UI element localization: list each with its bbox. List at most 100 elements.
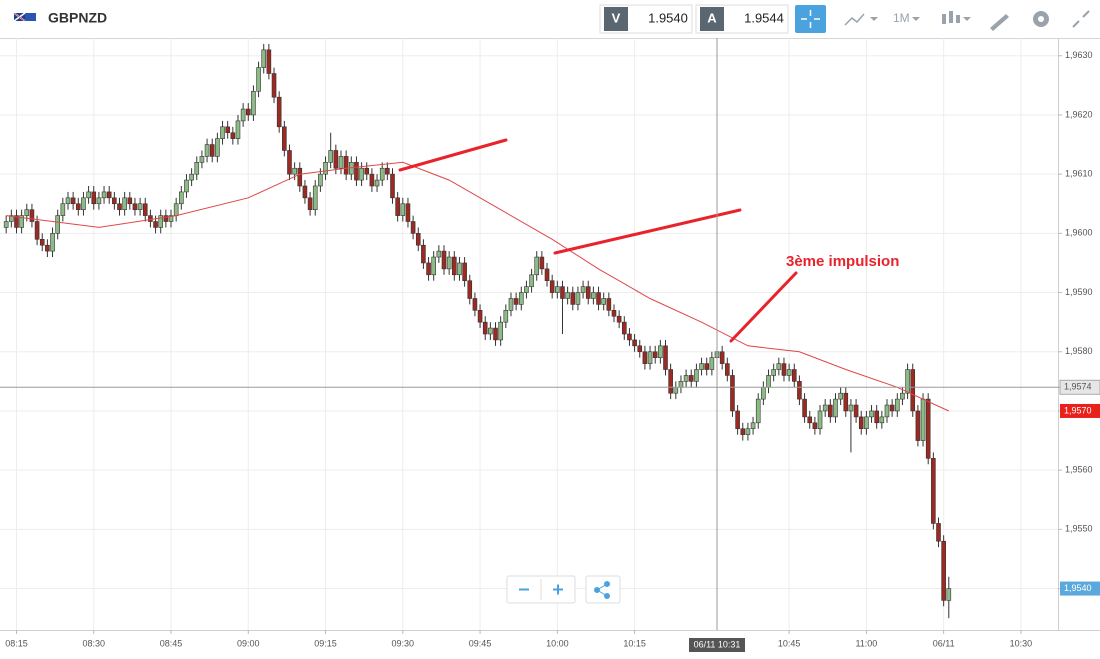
- candle-body: [910, 369, 916, 412]
- candle-body: [560, 286, 565, 299]
- candle-body: [312, 185, 318, 210]
- candle-body: [24, 209, 30, 216]
- candle-body: [271, 73, 277, 98]
- share-icon: [594, 581, 610, 599]
- candle-body: [931, 458, 936, 524]
- candle-body: [941, 540, 946, 601]
- candle-body: [390, 173, 395, 199]
- candle-body: [745, 428, 751, 435]
- x-tick-label: 09:45: [469, 638, 492, 648]
- toolbar-bg: [0, 0, 1100, 38]
- candle-body: [343, 156, 349, 175]
- y-tick-label: 1,9560: [1065, 465, 1093, 475]
- candle-body: [137, 203, 143, 210]
- candle-body: [472, 298, 478, 311]
- crosshair-price: 1,9574: [1064, 382, 1092, 392]
- candle-body: [740, 428, 746, 435]
- y-tick-label: 1,9630: [1065, 50, 1093, 60]
- candle-body: [50, 233, 55, 252]
- candle-body: [606, 298, 612, 311]
- candle-body: [235, 120, 241, 139]
- x-tick-label: 09:15: [314, 638, 337, 648]
- candle-body: [75, 203, 81, 210]
- candle-body: [426, 262, 431, 276]
- x-tick-label: 11:00: [855, 638, 877, 648]
- x-tick-label: 10:30: [1010, 638, 1033, 648]
- sell-price: 1.9540: [648, 10, 688, 25]
- candle-body: [853, 404, 859, 418]
- x-tick-label: 08:15: [5, 638, 28, 648]
- candle-body: [70, 197, 76, 205]
- candle-body: [822, 404, 828, 412]
- candle-body: [374, 179, 380, 187]
- annotation: 3ème impulsion: [786, 253, 899, 270]
- candle-body: [204, 144, 210, 157]
- draw-button[interactable]: [990, 14, 1009, 31]
- candle-body: [833, 398, 838, 418]
- trend-lines[interactable]: [398, 138, 798, 343]
- candle-body: [884, 404, 890, 418]
- crosshair-price-box: [1059, 379, 1100, 395]
- candle-body: [524, 286, 529, 293]
- candle-body: [148, 215, 153, 222]
- candle-body: [209, 144, 215, 157]
- candle-body: [369, 173, 375, 187]
- candle-body: [163, 215, 169, 222]
- candle-body: [503, 310, 509, 323]
- candle-body: [29, 209, 35, 222]
- price-label: 1,9540: [1064, 583, 1092, 593]
- candle-body: [585, 286, 591, 299]
- candle-body: [132, 203, 138, 210]
- zoom-controls: [506, 575, 621, 604]
- candle-body: [828, 404, 833, 418]
- candle-body: [797, 381, 802, 400]
- candle-body: [245, 108, 251, 116]
- candle-body: [627, 333, 632, 341]
- candle-body: [694, 369, 699, 382]
- candle-body: [848, 404, 854, 412]
- candle-body: [900, 392, 905, 400]
- candle-body: [678, 381, 684, 388]
- candle-body: [668, 369, 673, 394]
- candle-body: [400, 203, 406, 216]
- candle-body: [431, 256, 437, 276]
- candle-body: [251, 90, 256, 116]
- candle-body: [730, 375, 735, 412]
- candle-body: [379, 167, 385, 181]
- candle-body: [395, 197, 400, 216]
- share-button[interactable]: [585, 575, 621, 604]
- candle-body: [529, 274, 534, 287]
- y-tick-label: 1,9590: [1065, 287, 1093, 297]
- candle-body: [261, 49, 267, 68]
- candle-body: [925, 398, 931, 459]
- candle-body: [415, 233, 421, 246]
- y-tick-label: 1,9550: [1065, 524, 1093, 534]
- candle-body: [276, 96, 282, 128]
- flag: [13, 12, 36, 22]
- candle-body: [616, 315, 622, 323]
- indicators-button[interactable]: [942, 11, 971, 24]
- timeframe[interactable]: 1M: [893, 11, 910, 25]
- candle-body: [112, 197, 117, 205]
- candle-body: [508, 298, 514, 311]
- y-tick-label: 1,9620: [1065, 109, 1093, 119]
- candle-body: [683, 375, 689, 382]
- candle-body: [446, 256, 452, 270]
- chart-type-button[interactable]: [844, 13, 878, 26]
- candle-body: [843, 392, 849, 412]
- candle-body: [946, 588, 952, 601]
- candle-body: [179, 191, 184, 205]
- candle-body: [297, 167, 303, 187]
- fullscreen-button[interactable]: [1072, 10, 1090, 28]
- candle-body: [467, 280, 473, 299]
- candle-body: [318, 173, 323, 187]
- crosshair-button[interactable]: [795, 5, 826, 33]
- candle-body: [184, 179, 189, 193]
- candle-body: [153, 221, 158, 228]
- zoom-in[interactable]: [553, 584, 563, 595]
- settings-hole: [1038, 16, 1044, 22]
- candle-body: [719, 351, 725, 364]
- candle-body: [673, 386, 679, 394]
- candle-body: [122, 197, 127, 210]
- candle-body: [518, 292, 524, 305]
